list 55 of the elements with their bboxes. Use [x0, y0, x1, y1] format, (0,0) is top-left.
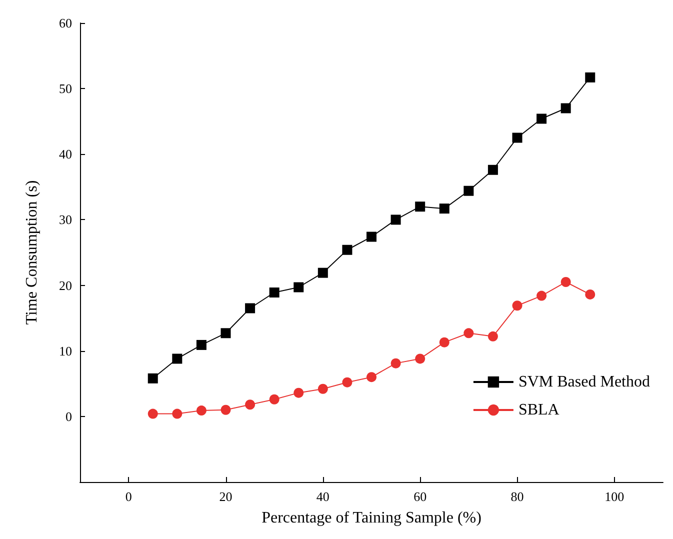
point: [390, 358, 401, 368]
y-tick-label: 60: [59, 16, 72, 30]
point: [464, 328, 474, 338]
point: [294, 282, 304, 292]
x-tick-label: 20: [219, 489, 232, 504]
y-tick-label: 10: [59, 343, 72, 358]
point: [342, 377, 352, 388]
x-tick-label: 80: [510, 489, 524, 504]
point: [585, 72, 596, 82]
point: [536, 114, 547, 124]
y-tick-label: 20: [59, 278, 72, 293]
legend-label: SBLA: [518, 402, 560, 418]
x-tick-label: 60: [414, 489, 427, 504]
point: [294, 388, 304, 398]
point: [585, 289, 596, 300]
x-axis-title: Percentage of Taining Sample (%): [262, 510, 482, 526]
point: [269, 288, 280, 298]
point: [512, 300, 522, 311]
point: [536, 290, 547, 301]
point: [172, 408, 182, 419]
point: [318, 268, 328, 278]
point: [366, 372, 376, 382]
y-tick-label: 0: [66, 408, 72, 424]
point: [415, 354, 426, 364]
point: [318, 384, 328, 394]
legend-label: SVM Based Method: [518, 374, 650, 390]
point: [390, 214, 401, 225]
point: [560, 277, 571, 288]
y-tick-label: 40: [59, 146, 72, 162]
point: [196, 406, 206, 416]
point: [464, 186, 474, 196]
point: [148, 373, 158, 384]
point: [172, 354, 182, 364]
point: [415, 202, 426, 212]
point: [148, 408, 158, 419]
x-tick-label: 40: [316, 489, 330, 504]
y-axis-title: Time Consumption (s): [24, 180, 40, 325]
x-tick-label: 0: [125, 489, 132, 504]
point: [245, 400, 256, 410]
point: [342, 244, 352, 255]
point: [439, 337, 450, 348]
point: [220, 404, 231, 415]
y-tick-label: 30: [59, 212, 72, 228]
x-tick-label: 100: [604, 489, 624, 504]
y-tick-label: 50: [59, 81, 72, 96]
point: [512, 132, 522, 143]
point: [439, 204, 450, 214]
point: [196, 340, 206, 350]
point: [245, 303, 256, 314]
point: [366, 232, 376, 242]
point: [488, 164, 498, 175]
point: [488, 331, 498, 342]
point: [269, 394, 280, 404]
point: [560, 103, 571, 114]
point: [220, 328, 231, 338]
